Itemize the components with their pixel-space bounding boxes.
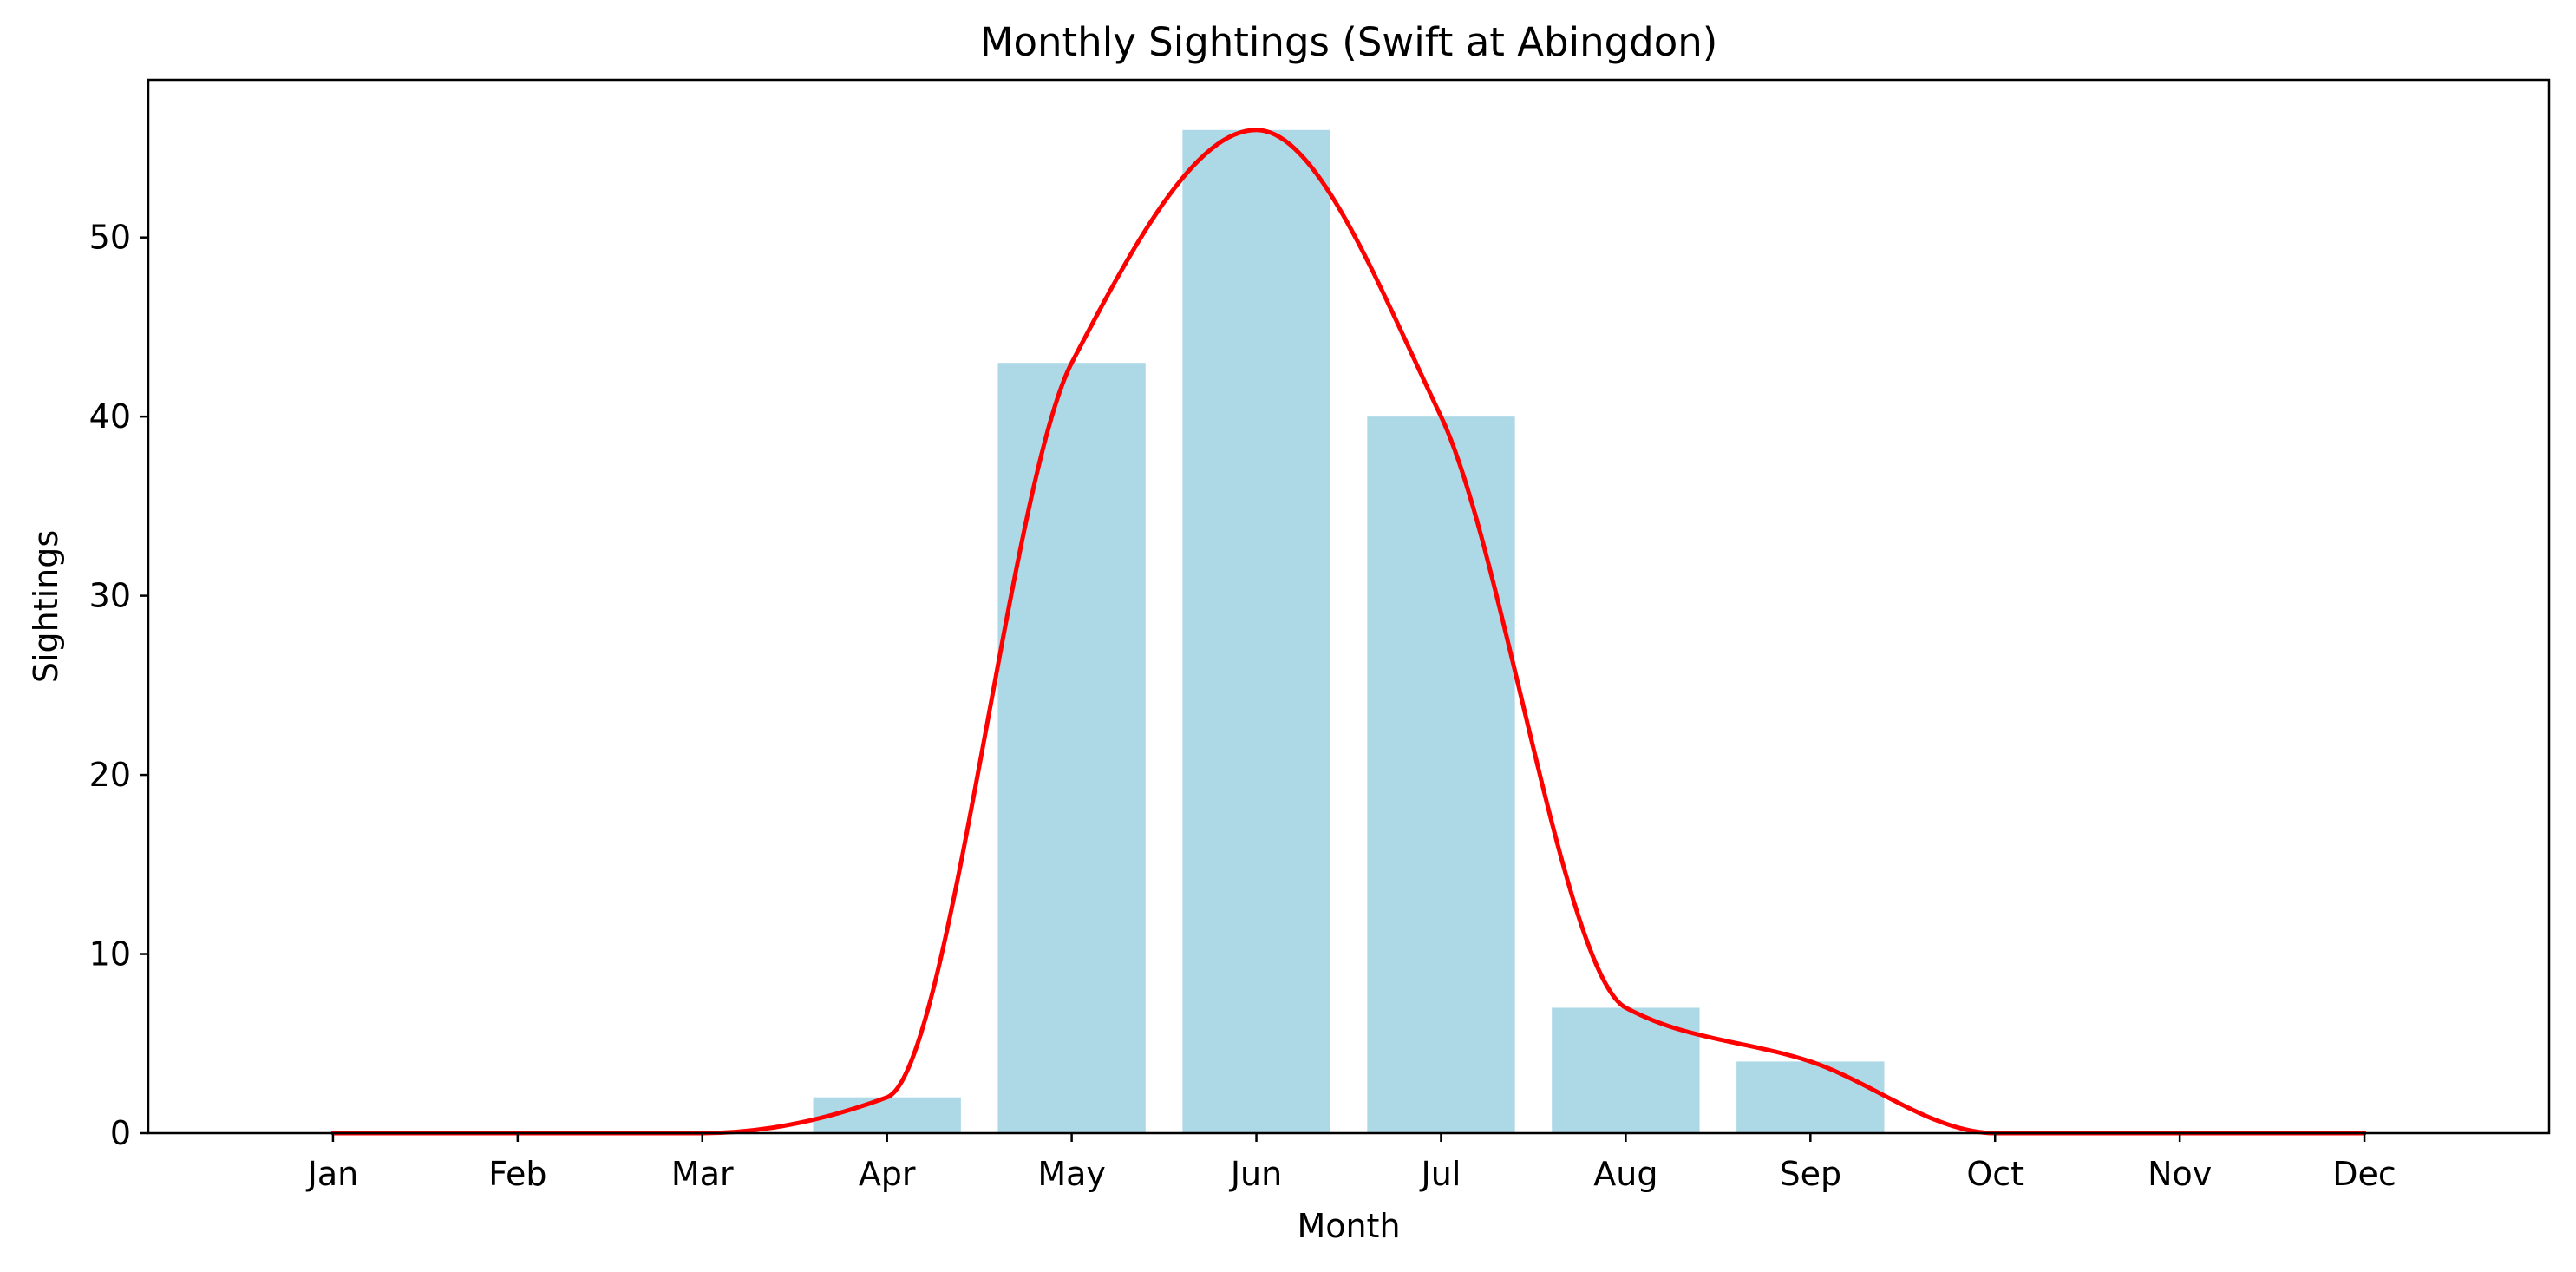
bar-sep (1736, 1061, 1885, 1133)
x-axis-label: Month (1297, 1207, 1400, 1245)
x-tick-label-may: May (1037, 1155, 1106, 1193)
x-tick-label-sep: Sep (1779, 1155, 1841, 1193)
x-tick-label-nov: Nov (2148, 1155, 2212, 1193)
x-tick-label-mar: Mar (671, 1155, 734, 1193)
y-tick-label: 30 (89, 577, 131, 615)
smoothed-trend-line (330, 128, 2367, 1136)
bar-jul (1367, 416, 1515, 1133)
y-axis-label: Sightings (27, 530, 65, 683)
x-tick-label-aug: Aug (1593, 1155, 1657, 1193)
y-tick-label: 0 (110, 1114, 131, 1152)
y-tick-label: 40 (89, 397, 131, 436)
x-tick-label-dec: Dec (2332, 1155, 2396, 1193)
y-axis-ticks: 0 10 20 30 40 50 (89, 219, 148, 1152)
bars (813, 129, 1885, 1133)
chart-title: Monthly Sightings (Swift at Abingdon) (980, 19, 1718, 65)
x-tick-label-apr: Apr (859, 1155, 916, 1193)
plot-area-frame (147, 78, 2551, 1135)
x-tick-label-jul: Jul (1420, 1155, 1461, 1193)
bar-jun (1182, 129, 1330, 1133)
bar-aug (1552, 1007, 1700, 1133)
y-tick-label: 50 (89, 219, 131, 257)
x-tick-label-jun: Jun (1229, 1155, 1282, 1193)
y-tick-label: 20 (89, 756, 131, 794)
bar-may (997, 363, 1146, 1133)
x-tick-label-oct: Oct (1966, 1155, 2024, 1193)
x-tick-label-feb: Feb (488, 1155, 546, 1193)
y-tick-label: 10 (89, 935, 131, 974)
x-tick-label-jan: Jan (306, 1155, 359, 1193)
x-axis-ticks: Jan Feb Mar Apr May Jun Jul Aug Sep Oct Nov Dec (306, 1133, 2396, 1193)
